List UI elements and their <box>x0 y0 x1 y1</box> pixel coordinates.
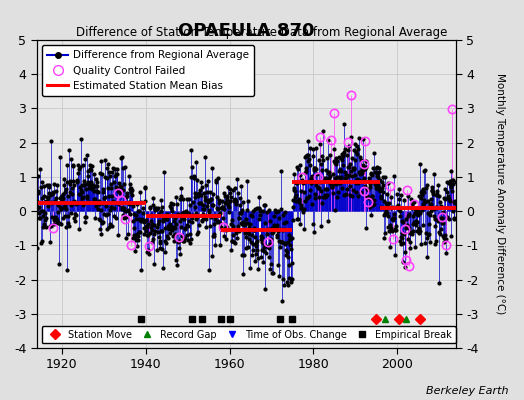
Title: OPAEULA 870: OPAEULA 870 <box>178 22 314 40</box>
Legend: Station Move, Record Gap, Time of Obs. Change, Empirical Break: Station Move, Record Gap, Time of Obs. C… <box>41 326 455 344</box>
Text: Berkeley Earth: Berkeley Earth <box>426 386 508 396</box>
Text: Difference of Station Temperature Data from Regional Average: Difference of Station Temperature Data f… <box>77 26 447 39</box>
Y-axis label: Monthly Temperature Anomaly Difference (°C): Monthly Temperature Anomaly Difference (… <box>495 73 505 315</box>
